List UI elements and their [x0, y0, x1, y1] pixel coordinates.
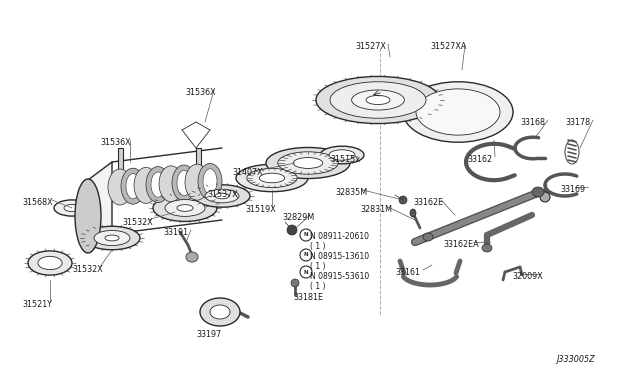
Ellipse shape [300, 266, 312, 278]
Text: 31532X: 31532X [72, 265, 103, 274]
Ellipse shape [291, 279, 299, 287]
Ellipse shape [482, 244, 492, 252]
Ellipse shape [194, 185, 250, 207]
Ellipse shape [64, 204, 80, 212]
Ellipse shape [210, 305, 230, 319]
Ellipse shape [540, 192, 550, 202]
Polygon shape [88, 162, 112, 252]
Text: N 08915-53610
( 1 ): N 08915-53610 ( 1 ) [310, 272, 369, 291]
Text: 32831M: 32831M [360, 205, 392, 214]
Ellipse shape [203, 169, 217, 194]
Text: 31521Y: 31521Y [22, 300, 52, 309]
Text: J333005Z: J333005Z [556, 355, 595, 364]
Ellipse shape [185, 164, 209, 200]
Ellipse shape [105, 235, 119, 241]
Ellipse shape [351, 90, 404, 110]
Ellipse shape [293, 158, 323, 169]
Text: 33162: 33162 [467, 155, 492, 164]
Ellipse shape [146, 167, 170, 203]
Text: 31537X: 31537X [207, 190, 237, 199]
Ellipse shape [172, 165, 196, 201]
Ellipse shape [416, 89, 500, 135]
Ellipse shape [320, 146, 364, 164]
Ellipse shape [236, 164, 308, 192]
Ellipse shape [153, 195, 217, 221]
Text: 31536X: 31536X [185, 88, 216, 97]
Text: 32829M: 32829M [282, 213, 314, 222]
Text: 31527X: 31527X [355, 42, 386, 51]
Ellipse shape [205, 189, 239, 203]
Text: 31527XA: 31527XA [430, 42, 467, 51]
Ellipse shape [134, 167, 158, 203]
Ellipse shape [266, 147, 350, 179]
Ellipse shape [215, 193, 229, 199]
Text: 31568X: 31568X [22, 198, 52, 207]
Ellipse shape [532, 187, 544, 197]
Ellipse shape [121, 168, 145, 204]
Ellipse shape [200, 298, 240, 326]
Ellipse shape [316, 76, 440, 124]
Ellipse shape [54, 200, 90, 216]
Ellipse shape [247, 169, 297, 187]
Ellipse shape [75, 179, 101, 253]
Ellipse shape [126, 174, 140, 199]
Text: 33181E: 33181E [293, 293, 323, 302]
Ellipse shape [28, 251, 72, 275]
Text: 33162EA: 33162EA [443, 240, 479, 249]
Ellipse shape [177, 170, 191, 196]
FancyBboxPatch shape [196, 148, 201, 200]
Text: 31532X: 31532X [122, 218, 153, 227]
Text: 33191: 33191 [163, 228, 188, 237]
FancyBboxPatch shape [118, 148, 123, 200]
Text: 32009X: 32009X [512, 272, 543, 281]
Text: 33178: 33178 [565, 118, 590, 127]
Ellipse shape [198, 163, 222, 199]
Ellipse shape [165, 200, 205, 217]
Ellipse shape [84, 226, 140, 250]
Text: 33162E: 33162E [413, 198, 443, 207]
Ellipse shape [300, 229, 312, 241]
Text: N 08915-13610
( 1 ): N 08915-13610 ( 1 ) [310, 252, 369, 272]
Ellipse shape [278, 152, 339, 174]
Text: 31536X: 31536X [100, 138, 131, 147]
Ellipse shape [329, 150, 355, 160]
Text: 33197: 33197 [196, 330, 221, 339]
Ellipse shape [287, 225, 297, 235]
Ellipse shape [259, 173, 285, 183]
Ellipse shape [186, 252, 198, 262]
Ellipse shape [399, 196, 407, 204]
Ellipse shape [366, 96, 390, 105]
Text: 33169: 33169 [560, 185, 585, 194]
Ellipse shape [177, 205, 193, 211]
Ellipse shape [108, 169, 132, 205]
Text: 33168: 33168 [520, 118, 545, 127]
Ellipse shape [423, 233, 433, 241]
Ellipse shape [410, 209, 416, 217]
Ellipse shape [151, 172, 165, 197]
Text: N: N [304, 269, 308, 275]
Ellipse shape [38, 256, 62, 270]
Text: 32835M: 32835M [335, 188, 367, 197]
Ellipse shape [403, 82, 513, 142]
Ellipse shape [300, 249, 312, 261]
Text: N: N [304, 232, 308, 237]
Ellipse shape [94, 230, 130, 246]
Ellipse shape [159, 166, 183, 202]
Text: 31519X: 31519X [245, 205, 276, 214]
Text: 31515x: 31515x [330, 155, 360, 164]
Text: N 08911-20610
( 1 ): N 08911-20610 ( 1 ) [310, 232, 369, 251]
Ellipse shape [330, 82, 426, 118]
Text: N: N [304, 253, 308, 257]
Text: 31407X: 31407X [232, 168, 262, 177]
Text: 33161: 33161 [395, 268, 420, 277]
